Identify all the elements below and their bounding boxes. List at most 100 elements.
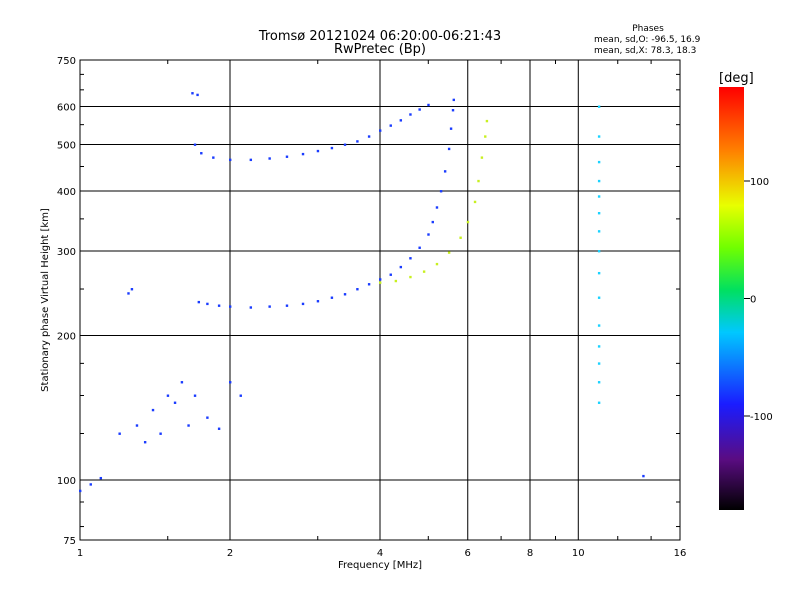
data-point — [356, 140, 359, 143]
data-point — [229, 158, 232, 162]
data-point — [484, 135, 487, 138]
data-point — [330, 146, 334, 150]
data-point — [212, 156, 215, 159]
data-point — [193, 394, 197, 397]
data-point — [217, 304, 221, 307]
data-point — [379, 129, 382, 132]
data-point — [597, 195, 601, 198]
data-point — [367, 135, 371, 138]
data-point — [459, 236, 462, 239]
data-point — [477, 179, 480, 183]
x-axis-label: Frequency [MHz] — [338, 560, 422, 571]
data-point — [118, 432, 121, 435]
data-point — [249, 158, 253, 162]
data-point — [316, 300, 320, 303]
data-point — [394, 279, 398, 283]
data-point — [173, 401, 177, 404]
data-point — [166, 394, 170, 397]
data-point — [597, 250, 601, 253]
data-point — [193, 143, 197, 146]
data-point — [180, 381, 184, 384]
data-point — [217, 427, 221, 430]
data-point — [249, 306, 253, 309]
data-point — [268, 305, 271, 308]
data-point — [597, 135, 601, 138]
colorbar-tick-label: -100 — [750, 412, 773, 423]
data-point — [379, 278, 382, 281]
x-tick-label: 1 — [77, 548, 83, 559]
y-tick-label: 600 — [57, 103, 76, 114]
data-point — [159, 432, 162, 435]
data-point — [597, 362, 601, 365]
data-point — [399, 265, 403, 269]
chart-title: Tromsø 20121024 06:20:00-06:21:43 — [258, 29, 501, 44]
data-point — [473, 200, 477, 204]
data-point — [597, 381, 601, 384]
data-point — [642, 474, 645, 478]
data-point — [229, 305, 232, 308]
y-tick-label: 500 — [57, 141, 76, 152]
data-point — [356, 288, 359, 291]
data-point — [367, 283, 371, 286]
data-point — [597, 105, 601, 108]
data-point — [409, 113, 412, 116]
data-point — [597, 179, 601, 183]
x-tick-label: 8 — [527, 548, 533, 559]
data-point — [151, 408, 155, 412]
data-point — [399, 119, 403, 122]
data-point — [427, 233, 430, 236]
data-point — [191, 92, 194, 95]
data-point — [379, 281, 382, 284]
data-point — [197, 300, 201, 304]
y-axis-label: Stationary phase Virtual Height [km] — [40, 208, 51, 392]
data-point — [409, 275, 412, 279]
data-point — [206, 416, 209, 419]
data-point — [200, 152, 203, 155]
colorbar-tick-label: 100 — [750, 177, 769, 188]
data-point — [597, 345, 601, 348]
data-point — [451, 109, 455, 112]
data-point — [79, 489, 82, 493]
colorbar — [719, 87, 744, 510]
data-point — [239, 394, 242, 397]
stats-line-o: mean, sd,O: -96.5, 16.9 — [594, 35, 701, 45]
data-point — [452, 98, 455, 102]
data-point — [485, 119, 489, 123]
data-point — [196, 93, 199, 97]
data-point — [597, 296, 601, 299]
data-point — [127, 292, 130, 295]
data-point — [597, 324, 601, 327]
data-point — [389, 273, 392, 276]
data-point — [206, 302, 209, 306]
x-tick-label: 10 — [572, 548, 585, 559]
colorbar-tick-label: 0 — [750, 295, 756, 306]
data-point — [597, 230, 601, 233]
data-point — [330, 296, 334, 299]
data-point — [135, 424, 139, 427]
data-point — [301, 302, 305, 306]
data-point — [409, 257, 412, 260]
data-point — [89, 483, 92, 486]
data-point — [466, 220, 470, 224]
data-point — [447, 251, 451, 254]
data-point — [597, 271, 601, 275]
data-point — [343, 143, 347, 146]
data-point — [316, 149, 320, 153]
data-point — [301, 152, 305, 156]
plot-area: 1 2 4 6 8 10 16 75 100 200 300 400 500 600 750 — [57, 56, 686, 559]
y-tick-label: 100 — [57, 476, 76, 487]
stats-line-x: mean, sd,X: 78.3, 18.3 — [594, 46, 696, 56]
data-point — [285, 304, 289, 307]
data-point — [431, 220, 434, 224]
data-point — [435, 206, 439, 209]
data-point — [143, 441, 147, 444]
data-point — [449, 127, 453, 130]
y-tick-label: 75 — [63, 536, 76, 547]
data-point — [480, 156, 484, 159]
chart-subtitle: RwPretec (Bp) — [334, 42, 426, 57]
y-tick-label: 200 — [57, 332, 76, 343]
colorbar-label: [deg] — [719, 71, 754, 86]
x-tick-label: 16 — [674, 548, 687, 559]
data-point — [597, 401, 601, 404]
